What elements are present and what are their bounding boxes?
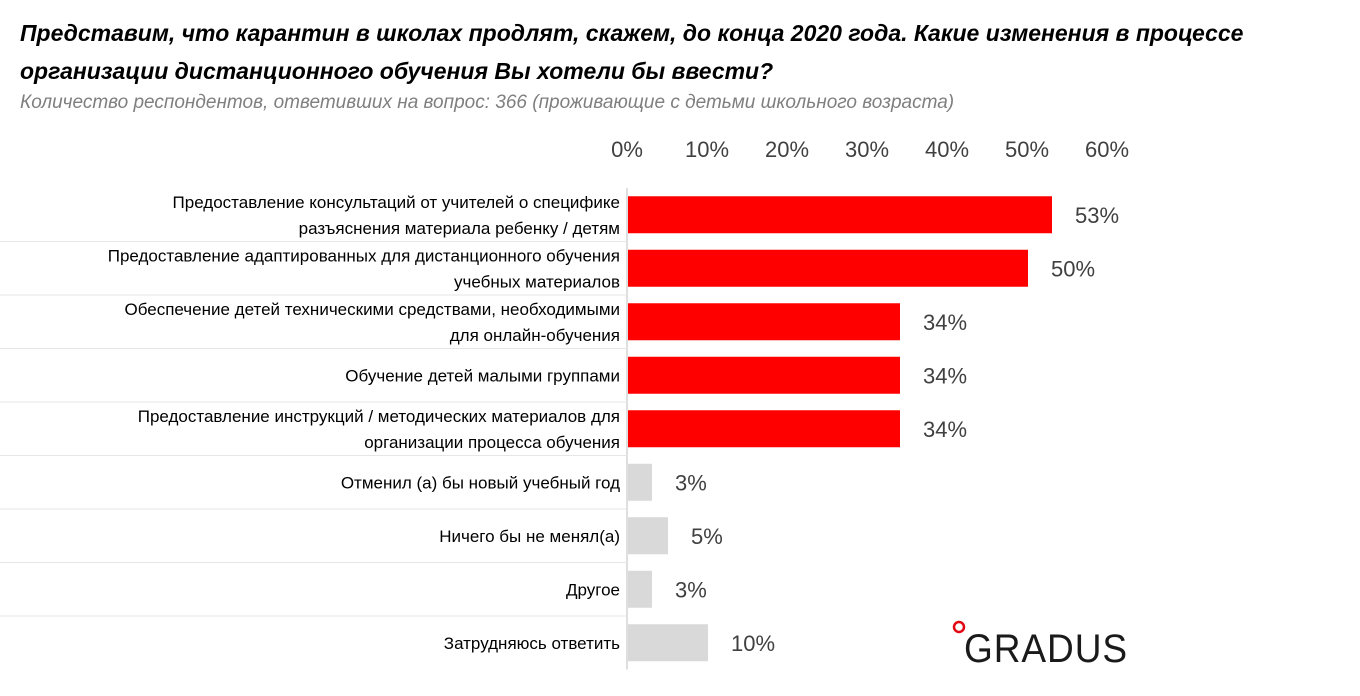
bar — [628, 410, 900, 448]
bar — [628, 570, 652, 608]
x-tick-label: 10% — [685, 137, 729, 162]
x-tick-label: 60% — [1085, 137, 1129, 162]
category-label: Затрудняюсь ответить — [444, 634, 620, 653]
bar — [628, 303, 900, 341]
category-label: Обеспечение детей техническими средствам… — [124, 300, 620, 345]
data-label: 10% — [731, 631, 775, 656]
category-label: Предоставление адаптированных для дистан… — [108, 246, 620, 291]
data-label: 3% — [675, 577, 707, 602]
logo-text: GRADUS — [964, 627, 1128, 670]
category-label: Предоставление консультаций от учителей … — [173, 193, 620, 238]
chart-subtitle: Количество респондентов, ответивших на в… — [20, 92, 955, 113]
category-label: Отменил (а) бы новый учебный год — [341, 473, 620, 492]
data-label: 34% — [923, 417, 967, 442]
x-tick-label: 30% — [845, 137, 889, 162]
bar — [628, 196, 1052, 234]
category-label: Обучение детей малыми группами — [345, 366, 620, 385]
gradus-logo: GRADUS — [952, 620, 1128, 670]
data-label: 34% — [923, 363, 967, 388]
category-label: Предоставление инструкций / методических… — [138, 407, 620, 452]
x-tick-label: 0% — [611, 137, 643, 162]
data-label: 34% — [923, 310, 967, 335]
data-label: 50% — [1051, 256, 1095, 281]
bar — [628, 624, 708, 662]
category-label: Другое — [566, 580, 620, 599]
data-label: 3% — [675, 470, 707, 495]
x-tick-label: 40% — [925, 137, 969, 162]
bar — [628, 249, 1028, 287]
data-label: 53% — [1075, 203, 1119, 228]
x-tick-label: 50% — [1005, 137, 1049, 162]
x-tick-label: 20% — [765, 137, 809, 162]
bar — [628, 517, 668, 555]
chart-title: Представим, что карантин в школах продля… — [20, 20, 1244, 84]
bar — [628, 356, 900, 394]
data-label: 5% — [691, 524, 723, 549]
category-label: Ничего бы не менял(а) — [439, 527, 620, 546]
bar — [628, 463, 652, 501]
